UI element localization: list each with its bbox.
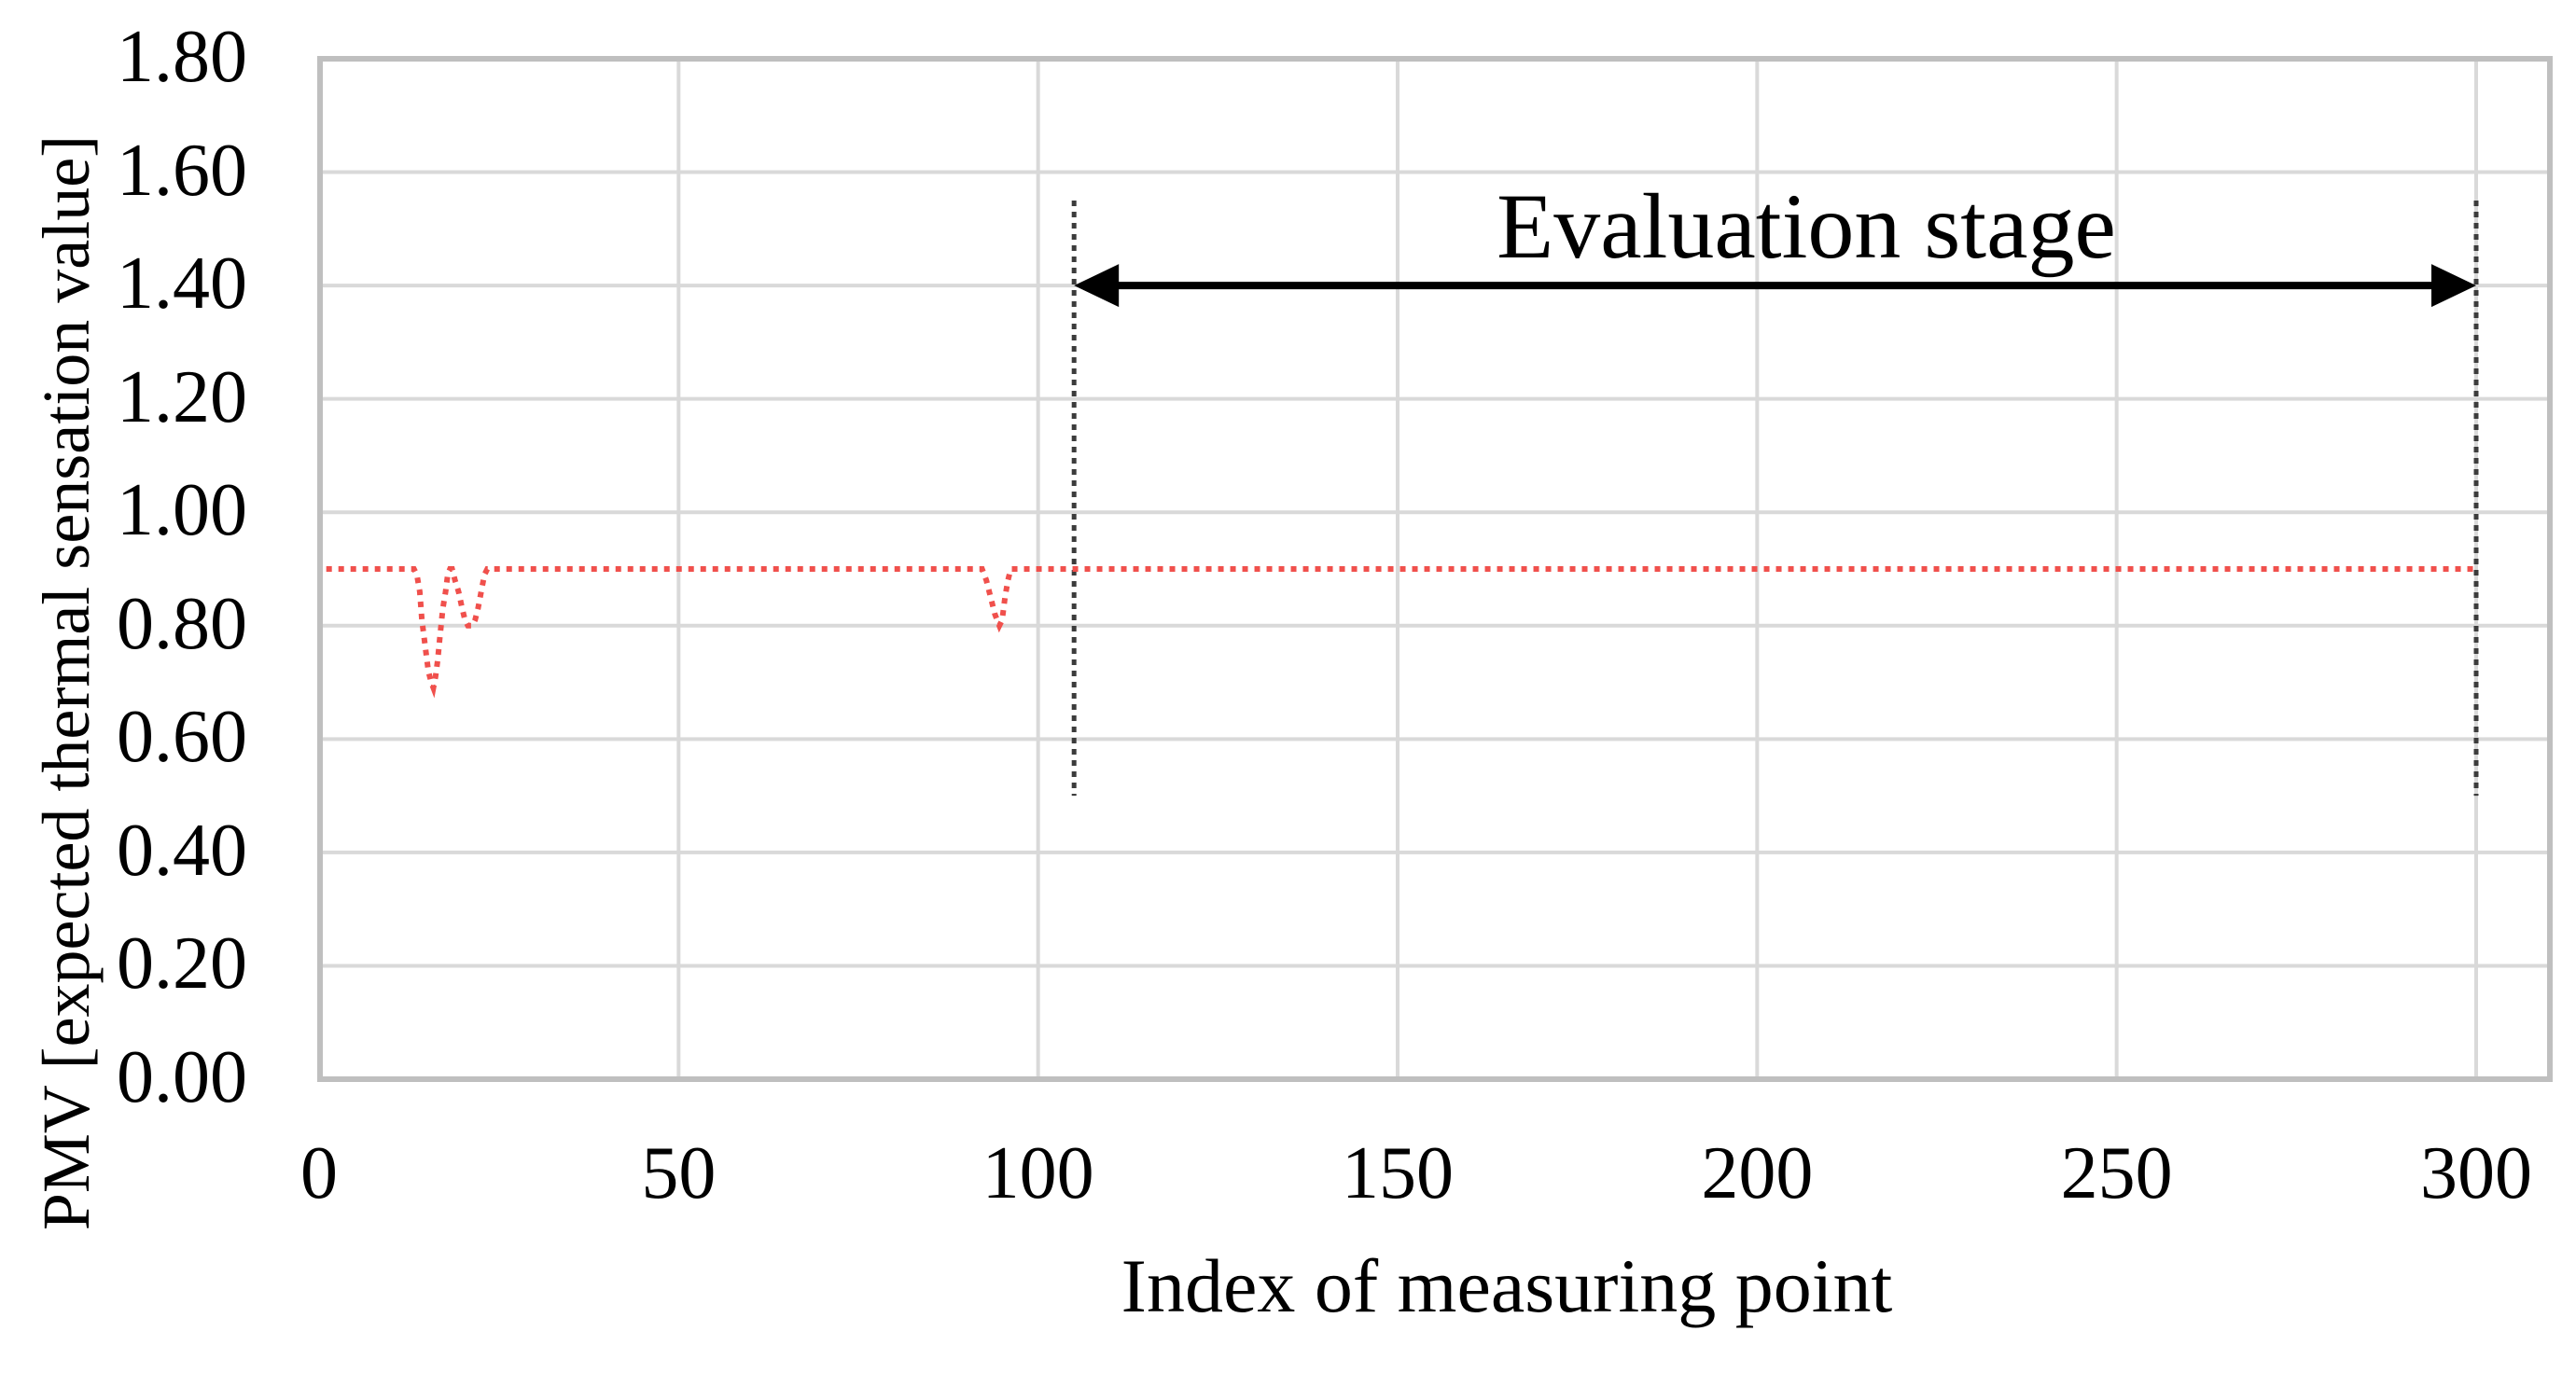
y-tick-label: 0.80	[117, 582, 247, 665]
evaluation-arrow-head-left	[1074, 264, 1120, 308]
x-tick-label: 300	[2420, 1132, 2532, 1214]
plot-border	[317, 56, 2553, 1082]
y-tick-label: 0.20	[117, 922, 247, 1005]
y-tick-label: 1.60	[117, 129, 247, 212]
y-tick-label: 0.00	[117, 1036, 247, 1118]
pmv-series-line	[326, 566, 2476, 699]
y-tick-label: 0.60	[117, 696, 247, 779]
y-tick-label: 0.40	[117, 809, 247, 892]
x-tick-label: 150	[1342, 1132, 1454, 1214]
evaluation-stage-label: Evaluation stage	[1497, 174, 2116, 278]
y-tick-label: 1.80	[117, 16, 247, 98]
x-tick-label: 200	[1701, 1132, 1814, 1214]
evaluation-arrow-head-right	[2431, 264, 2476, 308]
x-tick-label: 100	[982, 1132, 1094, 1214]
y-tick-label: 1.20	[117, 355, 247, 438]
x-tick-label: 50	[641, 1132, 717, 1214]
y-tick-label: 1.40	[117, 243, 247, 326]
x-axis-title: Index of measuring point	[1121, 1243, 1893, 1328]
x-tick-label: 250	[2060, 1132, 2173, 1214]
y-tick-label: 1.00	[117, 469, 247, 552]
x-tick-label: 0	[300, 1132, 338, 1214]
